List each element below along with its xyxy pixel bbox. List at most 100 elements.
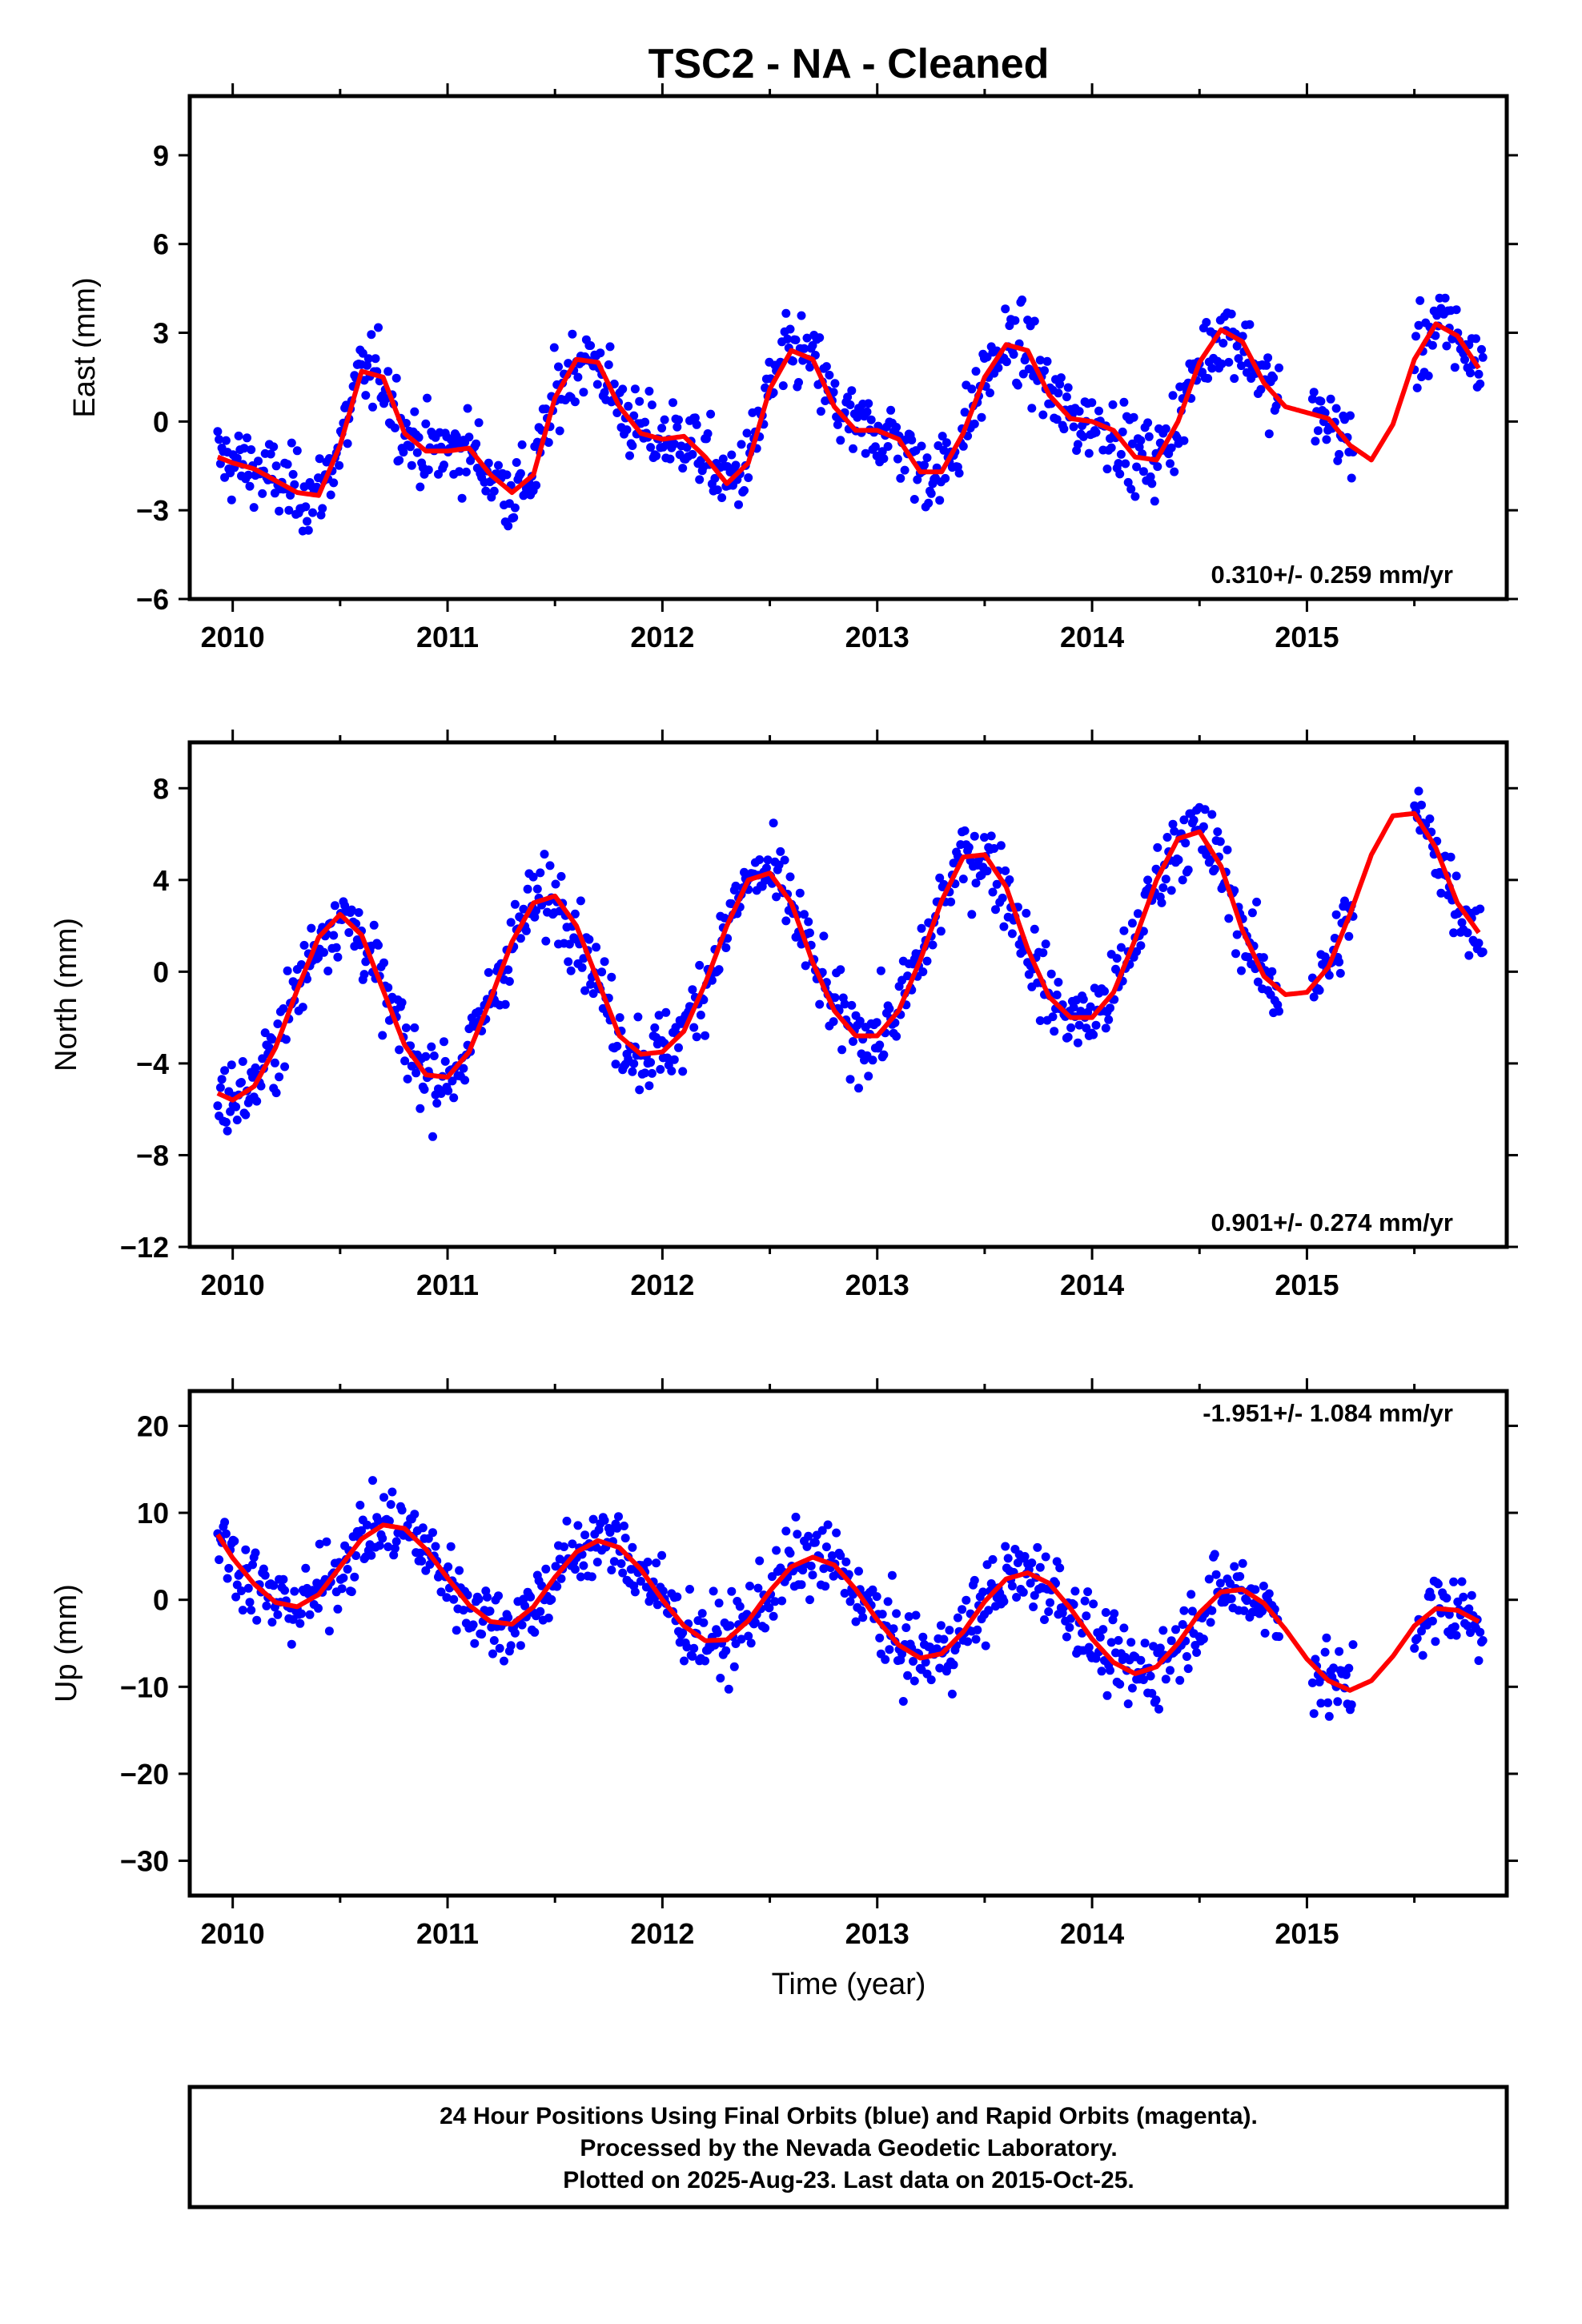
east-point [457, 493, 467, 503]
east-point [870, 442, 880, 452]
up-point [444, 1562, 453, 1571]
north-point [1035, 1016, 1045, 1025]
up-point [628, 1542, 637, 1552]
up-point [609, 1557, 619, 1566]
east-point [1170, 467, 1179, 476]
east-point [1224, 357, 1234, 367]
up-point [520, 1601, 530, 1610]
east-point [938, 432, 947, 441]
east-point [502, 470, 512, 480]
north-point [504, 965, 513, 975]
up-point [725, 1621, 735, 1630]
north-point [998, 893, 1007, 903]
up-point [1316, 1699, 1326, 1708]
east-point [847, 386, 857, 396]
east-point [862, 407, 872, 416]
up-point [963, 1637, 973, 1647]
north-point [1168, 819, 1178, 829]
up-point [483, 1592, 492, 1602]
north-point [449, 1093, 459, 1103]
up-point [1311, 1655, 1320, 1664]
up-point [1082, 1611, 1091, 1621]
up-point [1251, 1585, 1260, 1594]
footer-line-1: 24 Hour Positions Using Final Orbits (bl… [440, 2103, 1258, 2129]
up-point [909, 1676, 919, 1686]
north-point [1335, 957, 1344, 967]
east-x-tick-label: 2015 [1275, 621, 1339, 653]
north-point [369, 920, 379, 930]
up-point [551, 1562, 560, 1571]
north-point [592, 943, 601, 952]
north-point [776, 846, 785, 856]
up-point [685, 1585, 694, 1594]
east-point [695, 475, 705, 485]
up-point [269, 1581, 279, 1590]
east-point [1074, 407, 1084, 416]
north-frame-rect [187, 740, 1509, 1249]
up-point [224, 1563, 234, 1573]
north-point [532, 884, 542, 894]
up-point [500, 1656, 508, 1666]
up-point [1146, 1671, 1155, 1681]
east-point [926, 489, 936, 498]
east-point [363, 360, 371, 370]
north-point [1078, 995, 1088, 1004]
north-point [780, 855, 789, 865]
north-point [669, 1055, 679, 1064]
east-point [463, 404, 472, 413]
east-point [640, 417, 650, 427]
east-point [618, 384, 628, 394]
up-point [425, 1560, 435, 1569]
up-point [1040, 1615, 1049, 1624]
up-point [1307, 1678, 1317, 1687]
up-point [245, 1598, 255, 1607]
north-point [333, 952, 343, 962]
north-point [688, 985, 697, 995]
north-point [990, 844, 999, 853]
east-point [1311, 436, 1320, 446]
up-point [1347, 1700, 1356, 1710]
east-point [1179, 436, 1189, 445]
up-point [576, 1572, 585, 1582]
up-point [821, 1582, 830, 1591]
east-point [1477, 344, 1486, 354]
up-point [223, 1574, 232, 1583]
east-y-axis-label: East (mm) [68, 277, 102, 417]
north-point [1344, 931, 1354, 941]
east-point [830, 379, 840, 388]
up-point [368, 1476, 377, 1486]
north-point [297, 960, 306, 969]
up-point [1029, 1602, 1038, 1611]
up-point [446, 1542, 456, 1551]
north-point [646, 1058, 656, 1068]
north-point [1232, 930, 1242, 939]
north-point [1275, 1007, 1283, 1016]
east-point [1309, 388, 1319, 397]
up-point [819, 1564, 829, 1574]
east-point [794, 378, 803, 387]
north-point [427, 1042, 436, 1051]
north-point [845, 1075, 855, 1084]
up-point [744, 1631, 753, 1641]
up-point [618, 1568, 628, 1578]
up-point [530, 1627, 540, 1637]
up-point [981, 1641, 990, 1651]
north-point [504, 977, 514, 986]
east-point [367, 330, 376, 340]
up-point [1259, 1582, 1268, 1590]
up-point [1161, 1675, 1170, 1684]
north-point [763, 855, 773, 865]
up-point [455, 1566, 464, 1575]
east-point [734, 500, 743, 509]
up-point [243, 1583, 253, 1593]
north-point [551, 879, 560, 889]
east-point [1230, 374, 1239, 384]
east-point [474, 418, 484, 428]
up-point [1106, 1666, 1114, 1675]
up-point [1329, 1663, 1339, 1673]
east-point [1134, 442, 1144, 452]
up-point [1095, 1632, 1105, 1642]
east-point [1052, 415, 1062, 424]
up-point [1348, 1640, 1358, 1650]
up-point [1324, 1711, 1334, 1721]
